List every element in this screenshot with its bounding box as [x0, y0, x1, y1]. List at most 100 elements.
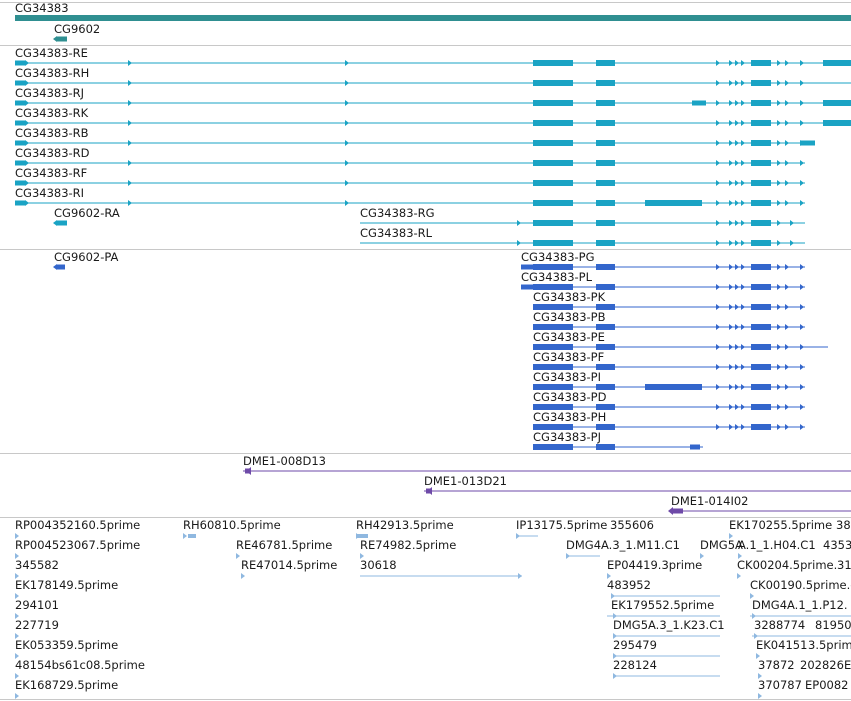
exon-block — [596, 444, 615, 450]
est-label[interactable]: EP0082 — [805, 678, 849, 692]
transcript-label[interactable]: CG34383-RE — [15, 46, 88, 60]
est-label[interactable]: RP004523067.5prime — [15, 538, 141, 552]
est-label[interactable]: RE47014.5prime — [241, 558, 338, 572]
gene-label[interactable]: CG34383 — [15, 1, 69, 15]
est-label[interactable]: 370787 — [758, 678, 802, 692]
exon-block — [596, 100, 615, 106]
est-label[interactable]: DMG5A.3_1.K23.C1 — [613, 618, 725, 632]
est-label[interactable]: 295479 — [613, 638, 657, 652]
strand-arrow — [735, 180, 739, 186]
gene-label[interactable]: CG9602 — [54, 22, 101, 36]
strand-arrow — [241, 573, 245, 579]
strand-arrow — [15, 573, 19, 579]
est-label[interactable]: 3288774 — [754, 618, 806, 632]
est-label[interactable]: RE46781.5prime — [236, 538, 333, 552]
est-label[interactable]: EK178149.5prime — [15, 578, 119, 592]
protein-label[interactable]: CG34383-PH — [533, 410, 607, 424]
strand-arrow — [716, 304, 720, 310]
est-label[interactable]: 38 — [836, 518, 851, 532]
protein-label[interactable]: CG34383-PD — [533, 390, 607, 404]
est-label[interactable]: A.1_1.H04.C1 — [738, 538, 816, 552]
protein-label[interactable]: CG34383-PK — [533, 290, 606, 304]
est-label[interactable]: 4353 — [823, 538, 851, 552]
strand-arrow — [345, 200, 349, 206]
exon-block — [751, 140, 771, 146]
est-label[interactable]: 355606 — [610, 518, 654, 532]
protein-label[interactable]: CG34383-PJ — [533, 430, 602, 444]
est-label[interactable]: RE74982.5prime — [360, 538, 457, 552]
strand-arrow — [729, 60, 733, 66]
est-label[interactable]: 3.5prime — [808, 638, 851, 652]
clone-label[interactable]: DME1-014I02 — [671, 494, 749, 508]
est-label[interactable]: EK168729.5prime — [15, 678, 119, 692]
exon-block — [245, 468, 251, 474]
strand-arrow — [800, 344, 804, 350]
est-label[interactable]: 202826 — [800, 658, 844, 672]
strand-arrow — [729, 140, 733, 146]
strand-arrow — [785, 364, 789, 370]
strand-arrow — [25, 200, 29, 206]
transcript-label[interactable]: CG34383-RI — [15, 186, 85, 200]
strand-arrow — [777, 220, 781, 226]
strand-arrow — [777, 424, 781, 430]
strand-arrow — [735, 424, 739, 430]
est-label[interactable]: 227719 — [15, 618, 59, 632]
est-label[interactable]: DMG4A.3_1.M11.C1 — [566, 538, 680, 552]
est-label[interactable]: DMG5A — [700, 538, 743, 552]
strand-arrow — [15, 533, 19, 539]
protein-label[interactable]: CG34383-PG — [521, 250, 595, 264]
est-label[interactable]: RH42913.5prime — [356, 518, 454, 532]
est-label[interactable]: E — [844, 658, 851, 672]
strand-arrow — [15, 553, 19, 559]
est-label[interactable]: EP04419.3prime — [607, 558, 703, 572]
est-label[interactable]: DMG4A.1_1.P12. — [752, 598, 848, 612]
est-label[interactable]: RP004352160.5prime — [15, 518, 141, 532]
protein-label[interactable]: CG34383-PF — [533, 350, 605, 364]
est-label[interactable]: 31 — [837, 558, 851, 572]
transcript-label[interactable]: CG34383-RB — [15, 126, 89, 140]
est-label[interactable]: 37872 — [758, 658, 795, 672]
est-label[interactable]: EK170255.5prime — [729, 518, 833, 532]
est-label[interactable]: RH60810.5prime — [183, 518, 281, 532]
clone-label[interactable]: DME1-013D21 — [424, 474, 507, 488]
transcript-label[interactable]: CG34383-RD — [15, 146, 90, 160]
strand-arrow — [750, 593, 754, 599]
strand-arrow — [735, 100, 739, 106]
strand-arrow — [800, 100, 804, 106]
transcript-label[interactable]: CG34383-RJ — [15, 86, 85, 100]
est-label[interactable]: 294101 — [15, 598, 59, 612]
strand-arrow — [729, 180, 733, 186]
strand-arrow — [741, 120, 745, 126]
protein-label[interactable]: CG9602-PA — [54, 250, 119, 264]
transcript-label[interactable]: CG34383-RK — [15, 106, 89, 120]
protein-label[interactable]: CG34383-PB — [533, 310, 606, 324]
est-label[interactable]: 345582 — [15, 558, 59, 572]
protein-label[interactable]: CG34383-PI — [533, 370, 602, 384]
protein-label[interactable]: CG34383-PL — [521, 270, 593, 284]
strand-arrow — [716, 424, 720, 430]
est-label[interactable]: 228124 — [613, 658, 657, 672]
protein-label[interactable]: CG34383-PE — [533, 330, 605, 344]
transcript-label[interactable]: CG34383-RH — [15, 66, 90, 80]
transcript-label[interactable]: CG34383-RL — [360, 226, 433, 240]
strand-arrow — [741, 160, 745, 166]
strand-arrow — [800, 404, 804, 410]
est-label[interactable]: 81950 — [815, 618, 851, 632]
est-label[interactable]: CK00190.5prime.c — [750, 578, 851, 592]
est-label[interactable]: EK053359.5prime — [15, 638, 119, 652]
strand-arrow — [735, 120, 739, 126]
est-label[interactable]: EK04151 — [756, 638, 808, 652]
est-label[interactable]: 48154bs61c08.5prime — [15, 658, 145, 672]
est-label[interactable]: CK00204.5prime. — [737, 558, 838, 572]
est-label[interactable]: IP13175.5prime — [516, 518, 608, 532]
est-label[interactable]: EK179552.5prime — [611, 598, 715, 612]
est-label[interactable]: 30618 — [360, 558, 397, 572]
transcript-label[interactable]: CG34383-RF — [15, 166, 88, 180]
strand-arrow — [735, 324, 739, 330]
est-label[interactable]: 483952 — [607, 578, 651, 592]
clone-label[interactable]: DME1-008D13 — [243, 454, 326, 468]
transcript-label[interactable]: CG34383-RG — [360, 206, 435, 220]
transcript-label[interactable]: CG9602-RA — [54, 206, 120, 220]
